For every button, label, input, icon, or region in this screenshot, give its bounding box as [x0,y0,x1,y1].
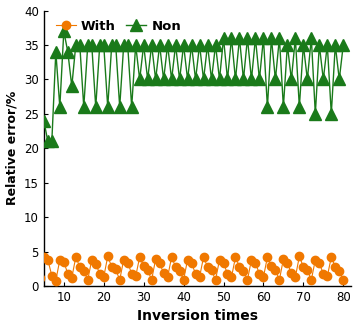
With [341,278,346,282]
With [106,254,110,258]
With [26,283,30,287]
Line: Non: Non [38,26,349,147]
Non [241,77,246,81]
Non [289,77,293,81]
Non [62,29,66,33]
Non [46,139,50,143]
Non [42,119,46,123]
With [245,278,250,282]
With [309,278,313,282]
Line: With: With [24,252,347,290]
Legend: With, Non: With, Non [50,14,186,38]
Y-axis label: Relative error/%: Relative error/% [6,91,19,205]
Non [154,77,158,81]
Non [205,43,210,47]
With [217,258,222,262]
With [233,255,238,259]
Non [77,43,82,47]
X-axis label: Inversion times: Inversion times [137,310,258,323]
Non [249,77,253,81]
Non [341,43,346,47]
With [170,255,174,259]
With [221,261,226,265]
